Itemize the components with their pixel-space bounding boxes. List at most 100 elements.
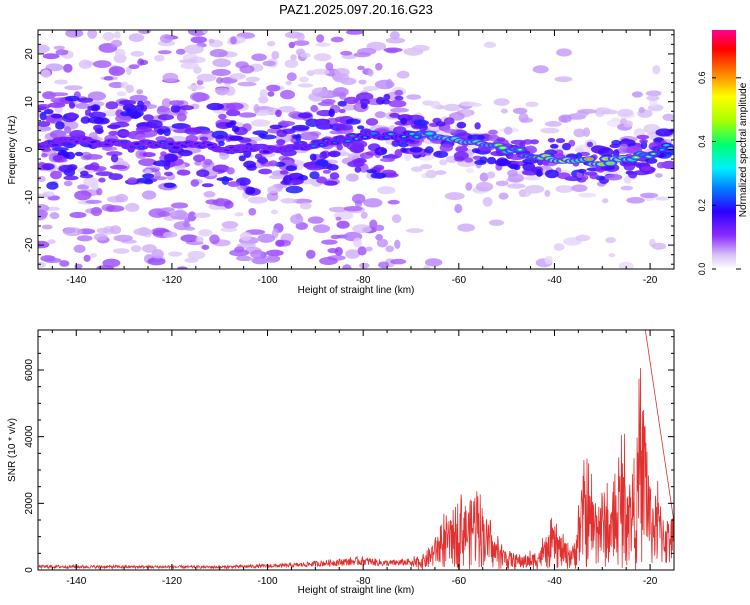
heatmap-cell [251,119,271,127]
heatmap-cell [276,139,286,145]
heatmap-cell [623,120,633,128]
heatmap-cell [84,109,92,116]
heatmap-cell [289,179,304,184]
heatmap-cell [209,234,220,245]
heatmap-cell [330,234,341,240]
heatmap-cell [435,151,442,156]
heatmap-cell [518,113,529,123]
heatmap-cell [376,96,385,105]
heatmap-cell [464,157,474,163]
heatmap-cell [245,76,260,83]
heatmap-cell [571,184,588,192]
heatmap-cell [300,202,312,210]
heatmap-cell [475,181,494,192]
heatmap-cell [586,158,591,160]
heatmap-cell [201,183,214,188]
heatmap-cell [321,239,338,245]
heatmap-cell [322,169,331,174]
heatmap-cell [239,64,255,74]
heatmap-cell [554,76,573,83]
heatmap-cell [54,79,68,85]
heatmap-cell [139,59,149,66]
heatmap-cell [238,112,257,118]
heatmap-cell [365,246,373,252]
heatmap-cell [656,161,666,169]
heatmap-cell [482,197,493,207]
heatmap-cell [343,206,363,212]
heatmap-cell [285,80,293,86]
heatmap-cell [89,253,97,258]
heatmap-cell [130,146,135,148]
heatmap-cell [110,154,119,163]
heatmap-cell [385,37,406,44]
heatmap-cell [342,104,357,111]
heatmap-cell [180,234,199,243]
colorbar-tick-label: 0.4 [697,135,707,148]
heatmap-cell [41,163,55,171]
heatmap-cell [76,235,93,242]
heatmap-cell [345,140,350,142]
heatmap-cell [114,48,126,57]
heatmap-cell [59,260,70,267]
heatmap-cell [525,101,539,108]
heatmap-cell [577,108,597,114]
heatmap-x-tick-label: -80 [356,275,371,286]
heatmap-cell [246,164,257,171]
heatmap-cell [483,41,497,49]
heatmap-cell [345,30,364,35]
heatmap-cell [522,139,533,145]
heatmap-cell [278,106,296,113]
heatmap-cell [374,111,386,119]
heatmap-cell [80,116,91,124]
heatmap-cell [346,141,365,151]
snr-x-tick-label: -120 [162,576,182,587]
heatmap-cell [299,76,309,83]
heatmap-cell [353,160,365,167]
heatmap-cell [104,143,109,146]
heatmap-cell [340,50,353,56]
heatmap-cell [63,180,73,187]
heatmap-cell [85,199,102,204]
heatmap-cell [251,53,267,62]
heatmap-cell [110,39,123,48]
heatmap-cell [139,146,144,149]
heatmap-cell [96,188,103,196]
heatmap-cell [52,154,63,162]
heatmap-cell [290,173,299,179]
heatmap-cell [334,116,347,123]
heatmap-cell [102,258,121,268]
heatmap-cell [391,140,401,147]
heatmap-cell [280,89,295,100]
heatmap-cell [135,143,139,145]
heatmap-cell [430,100,441,109]
heatmap-cell [500,108,508,114]
heatmap-cell [164,153,178,163]
heatmap-cell [212,58,231,68]
heatmap-cell [589,174,600,180]
heatmap-cell [638,106,645,114]
heatmap-x-tick-label: -100 [258,275,278,286]
colorbar-gradient [712,30,736,269]
heatmap-cell [110,164,128,170]
heatmap-cell [226,102,244,111]
heatmap-cell [337,100,347,107]
heatmap-cell [646,95,660,101]
heatmap-cell [168,251,183,257]
heatmap-cell [578,192,597,198]
heatmap-cell [209,49,228,58]
heatmap-cell [266,41,276,47]
heatmap-cell [284,59,299,68]
heatmap-cell [229,249,250,257]
snr-x-tick-label: -140 [66,576,86,587]
heatmap-cell [162,72,179,83]
heatmap-cell [101,110,120,117]
heatmap-cell [444,192,465,201]
heatmap-cell [352,224,372,234]
heatmap-cell [306,249,316,259]
heatmap-cell [117,130,130,136]
heatmap-cell [330,36,344,43]
heatmap-cell [296,32,305,41]
heatmap-cell [127,177,138,184]
heatmap-cell [266,84,281,92]
heatmap-cell [257,233,276,243]
